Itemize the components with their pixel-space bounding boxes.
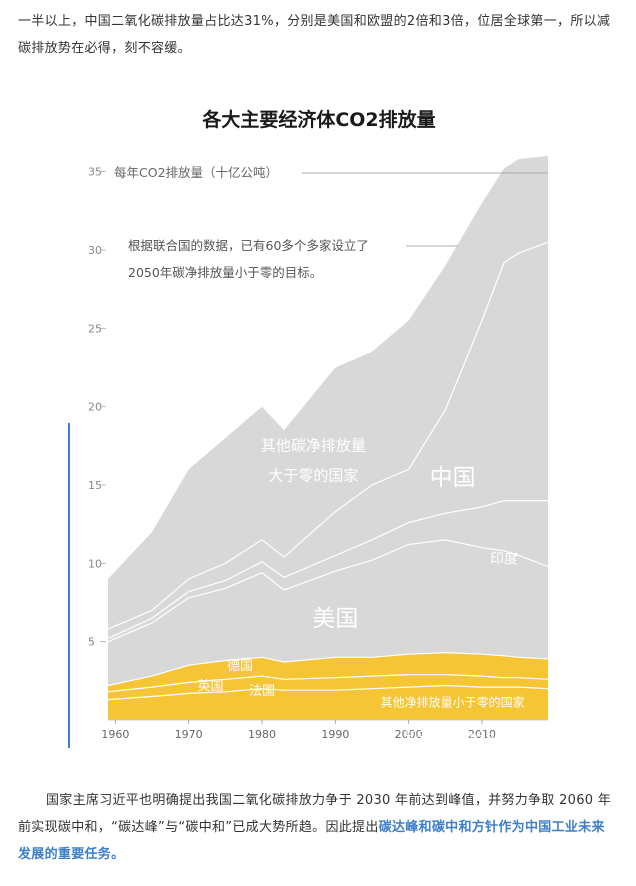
y-tick-label: 35 [88,166,102,179]
y-tick-label: 20 [88,401,102,414]
y-tick-label: 15 [88,479,102,492]
x-tick-label: 2010 [468,728,496,741]
line-india-top [107,500,548,640]
chart-svg: 各大主要经济体CO2排放量 5 10 15 20 25 30 35 1960 1970 1980… [88,108,556,745]
label-others-positive-1: 其他碳净排放量 [261,437,366,455]
y-tick-label: 25 [88,322,102,335]
y-tick-label: 5 [88,636,95,649]
y-axis-label: 每年CO2排放量（十亿公吨） [114,165,278,180]
x-tick-label: 1970 [175,728,203,741]
intro-paragraph: 一半以上，中国二氧化碳排放量占比达31%，分别是美国和欧盟的2倍和3倍，位居全球… [18,14,611,56]
chart-areas [108,156,548,720]
outro-paragraph: 国家主席习近平也明确提出我国二氧化碳排放力争于 2030 年前达到峰值，并努力争… [18,787,614,868]
chart-boundary-lines [107,241,549,701]
accent-bar [68,423,70,748]
watermark: 知乎 @TuneShuo Chang [404,729,556,745]
x-tick-label: 1980 [248,728,276,741]
area-european-and-negative [108,652,548,720]
line-germany-top [107,651,549,687]
line-usa-top [107,539,549,643]
line-uk-top [107,674,549,693]
line-france-top [107,684,549,701]
label-others-positive-2: 大于零的国家 [268,466,358,484]
label-china: 中国 [430,465,476,491]
label-uk: 英国 [198,679,224,694]
label-others-negative: 其他净排放量小于零的国家 [381,695,525,710]
label-usa: 美国 [312,606,358,632]
label-france: 法国 [249,684,275,699]
label-india: 印度 [490,551,518,567]
y-tick-label: 30 [88,244,102,257]
x-tick-label: 1990 [321,728,349,741]
outro-highlight: 碳达峰和碳中和方针作为中国工业未来发展的重要任务。 [18,820,605,862]
outro-text: 国家主席习近平也明确提出我国二氧化碳排放力争于 2030 年前达到峰值，并努力争… [18,793,612,835]
annotation-line-1: 根据联合国的数据，已有60多个多家设立了 [128,238,369,253]
co2-chart: 各大主要经济体CO2排放量 5 10 15 20 25 30 35 1960 1970 1980… [68,96,570,756]
line-china-top [107,241,549,630]
label-germany: 德国 [227,659,253,674]
y-tick-label: 10 [88,557,102,570]
chart-title: 各大主要经济体CO2排放量 [201,108,435,131]
area-others-positive [108,156,548,720]
annotation-line-2: 2050年碳净排放量小于零的目标。 [128,265,322,280]
x-tick-label: 2000 [395,728,423,741]
x-tick-label: 1960 [101,728,129,741]
x-axis-ticks: 1960 1970 1980 1990 2000 2010 [101,719,548,741]
y-axis-ticks: 5 10 15 20 25 30 35 [88,166,106,649]
